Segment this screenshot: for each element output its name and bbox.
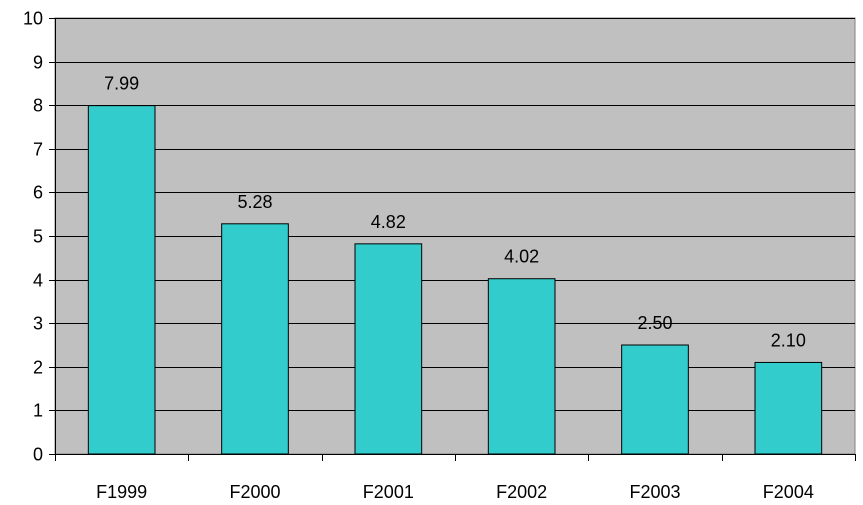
y-tick-label: 5 [33,227,43,247]
y-tick-label: 4 [33,271,43,291]
x-tick-label: F2001 [363,482,414,502]
bar-f2001 [354,243,423,455]
data-label: 4.02 [504,247,539,267]
bar-f2003 [621,344,689,455]
y-tick-label: 10 [23,9,43,29]
x-tick-label: F2002 [496,482,547,502]
x-tick-label: F2000 [229,482,280,502]
bar-f1999 [87,105,156,455]
y-tick-label: 9 [33,53,43,73]
x-tick-label: F2003 [629,482,680,502]
y-tick-label: 1 [33,401,43,421]
data-label: 2.10 [771,330,806,350]
data-label: 7.99 [104,74,139,94]
data-label: 4.82 [371,212,406,232]
bar-f2002 [487,278,556,455]
y-tick-label: 6 [33,183,43,203]
x-tick-label: F2004 [763,482,814,502]
bar-f2000 [221,223,289,455]
bar-f2004 [754,361,823,455]
y-tick-label: 7 [33,140,43,160]
y-tick-label: 8 [33,96,43,116]
y-tick-label: 0 [33,445,43,465]
data-label: 5.28 [237,192,272,212]
y-tick-label: 2 [33,358,43,378]
x-tick-label: F1999 [96,482,147,502]
y-tick-label: 3 [33,314,43,334]
data-label: 2.50 [637,313,672,333]
